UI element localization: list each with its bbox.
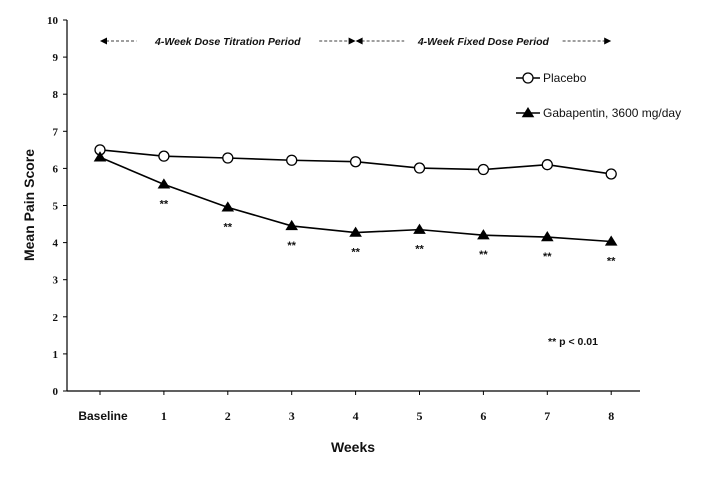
period-annotation: 4-Week Dose Titration Period: [100, 36, 356, 48]
legend-marker: [522, 72, 534, 84]
y-tick-label: 1: [53, 349, 59, 361]
y-tick-label: 8: [53, 89, 59, 101]
data-series: [93, 144, 618, 246]
significance-markers: ** ** ** ** ** ** ** **: [160, 198, 617, 267]
legend-label: Placebo: [543, 71, 587, 85]
data-point: [604, 235, 618, 246]
x-tick-label: 1: [161, 409, 167, 423]
x-axis-ticks: Baseline 1 2 3 4 5 6 7 8: [78, 391, 614, 423]
chart-legend: Placebo Gabapentin, 3600 mg/day: [516, 71, 681, 120]
significance-marker: **: [479, 249, 488, 261]
y-tick-label: 5: [53, 201, 59, 213]
x-tick-label: 6: [480, 409, 486, 423]
y-tick-label: 7: [53, 126, 59, 138]
data-point: [157, 178, 171, 189]
arrow-left-icon: [355, 37, 363, 45]
series-gabapentin: [93, 151, 618, 246]
data-point: [222, 152, 234, 164]
data-point: [158, 150, 170, 162]
x-tick-label: 4: [353, 409, 359, 423]
x-axis-title: Weeks: [331, 439, 375, 455]
data-point: [477, 229, 490, 240]
x-tick-label: 8: [608, 409, 614, 423]
legend-label: Gabapentin, 3600 mg/day: [543, 106, 681, 120]
data-point: [413, 162, 426, 174]
significance-marker: **: [543, 251, 552, 263]
arrow-left-icon: [100, 37, 107, 45]
data-point: [285, 219, 298, 231]
period-annotation: 4-Week Fixed Dose Period: [355, 36, 612, 48]
data-point: [477, 163, 490, 176]
y-tick-label: 4: [53, 238, 59, 250]
significance-marker: **: [160, 198, 169, 210]
y-axis-ticks: 0 1 2 3 4 5 6 7 8 9 10: [47, 15, 67, 398]
data-point: [286, 154, 298, 166]
data-point: [349, 156, 362, 168]
data-point: [93, 151, 107, 162]
data-point: [541, 159, 553, 171]
x-tick-label: 7: [544, 409, 550, 423]
arrow-right-icon: [348, 37, 356, 45]
significance-marker: **: [607, 255, 616, 267]
period-annotations: 4-Week Dose Titration Period 4-Week Fixed…: [100, 36, 612, 48]
period-label: 4-Week Fixed Dose Period: [417, 36, 550, 48]
data-point: [605, 168, 617, 180]
x-tick-label: Baseline: [78, 409, 128, 423]
significance-marker: **: [287, 240, 296, 252]
data-point: [541, 231, 554, 242]
significance-marker: **: [224, 221, 233, 233]
data-point: [221, 201, 235, 212]
arrow-right-icon: [604, 37, 612, 45]
y-axis-title: Mean Pain Score: [21, 149, 37, 261]
significance-marker: **: [415, 244, 424, 256]
significance-marker: **: [351, 247, 360, 259]
y-tick-label: 3: [53, 275, 59, 287]
y-tick-label: 9: [53, 52, 59, 64]
legend-entry: Gabapentin, 3600 mg/day: [516, 106, 681, 120]
x-tick-label: 3: [289, 409, 295, 423]
y-tick-label: 0: [53, 386, 59, 398]
y-tick-label: 2: [53, 312, 59, 324]
period-label: 4-Week Dose Titration Period: [154, 36, 301, 48]
x-tick-label: 2: [225, 409, 231, 423]
y-tick-label: 6: [53, 163, 59, 175]
data-point: [413, 223, 426, 234]
significance-note: ** p < 0.01: [548, 336, 598, 348]
x-tick-label: 5: [417, 409, 423, 423]
series-placebo: [94, 144, 617, 180]
data-point: [349, 226, 362, 237]
legend-marker: [521, 107, 535, 118]
y-tick-label: 10: [47, 15, 59, 27]
legend-entry: Placebo: [516, 71, 587, 85]
